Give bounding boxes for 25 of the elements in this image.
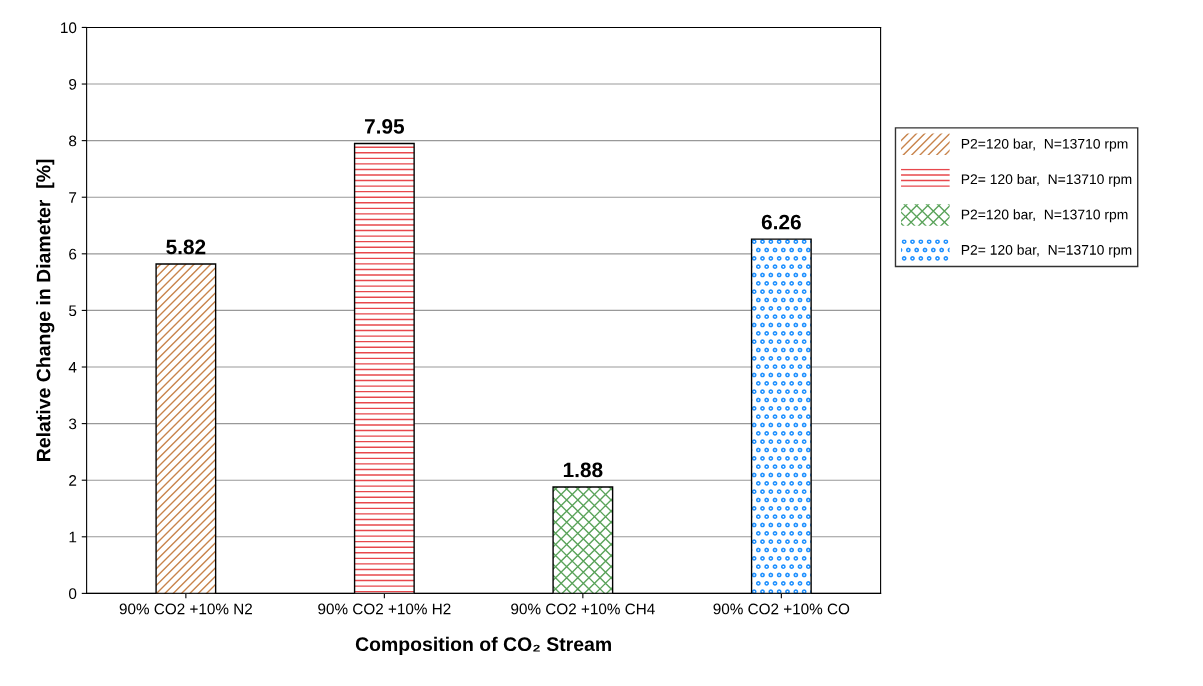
y-tick-label: 3 <box>68 418 77 430</box>
data-label: 5.82 <box>166 239 206 255</box>
data-label: 6.26 <box>761 214 801 230</box>
y-tick-label: 1 <box>69 531 77 543</box>
y-axis-title: Relative Change in Diameter [%] <box>36 159 55 461</box>
y-tick-label: 4 <box>68 362 77 373</box>
x-tick-label: 90% CO2 +10% N2 <box>119 603 252 615</box>
x-tick-label: 90% CO2 +10% CH4 <box>511 603 655 615</box>
y-tick-label: 8 <box>69 135 77 147</box>
y-tick-label: 10 <box>61 22 77 34</box>
y-tick-label: 9 <box>69 78 77 90</box>
legend-label: P2=120 bar, N=13710 rpm <box>961 209 1128 223</box>
legend-label: P2=120 bar, N=13710 rpm <box>961 138 1128 152</box>
legend-label: P2= 120 bar, N=13710 rpm <box>961 244 1132 258</box>
legend-label: P2= 120 bar, N=13710 rpm <box>961 173 1132 187</box>
x-tick-label: 90% CO2 +10% CO <box>713 603 850 615</box>
y-tick-label: 2 <box>69 475 77 486</box>
x-axis-title: Composition of CO₂ Stream <box>355 636 611 655</box>
x-tick-label: 90% CO2 +10% H2 <box>318 603 451 615</box>
y-tick-label: 0 <box>68 588 77 600</box>
data-label: 1.88 <box>563 462 603 478</box>
y-tick-label: 5 <box>69 305 77 317</box>
data-label: 7.95 <box>364 119 405 134</box>
y-tick-label: 6 <box>69 248 77 260</box>
y-tick-label: 7 <box>69 192 77 203</box>
